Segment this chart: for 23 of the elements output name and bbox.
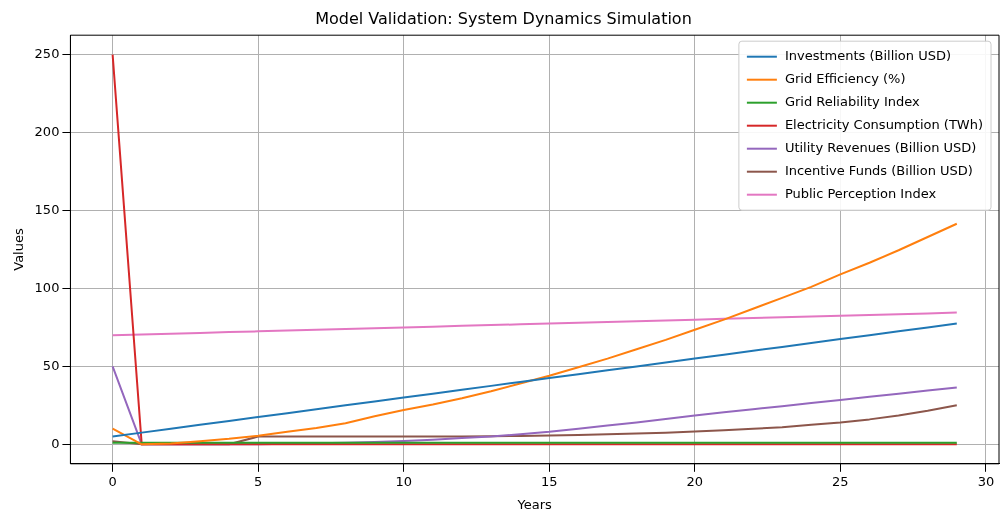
x-tick-label: 5	[254, 473, 263, 489]
y-tick-label: 250	[34, 46, 60, 62]
y-tick-label: 0	[51, 435, 60, 451]
legend-label: Grid Reliability Index	[784, 94, 921, 110]
y-tick-label: 200	[34, 123, 60, 139]
legend-label: Grid Efficiency (%)	[784, 71, 906, 87]
legend-label: Investments (Billion USD)	[784, 48, 952, 64]
x-tick-label: 10	[395, 473, 412, 489]
chart-title: Model Validation: System Dynamics Simulation	[315, 8, 692, 28]
y-axis-title: Values	[11, 228, 27, 271]
legend-label: Incentive Funds (Billion USD)	[784, 163, 973, 179]
legend-label: Public Perception Index	[784, 186, 937, 202]
legend-label: Utility Revenues (Billion USD)	[784, 140, 977, 156]
x-tick-label: 15	[540, 473, 558, 489]
y-tick-label: 100	[34, 279, 60, 295]
x-tick-label: 25	[832, 473, 849, 489]
x-tick-label: 20	[686, 473, 704, 489]
y-tick-label: 150	[34, 201, 60, 217]
x-tick-label: 30	[977, 473, 995, 489]
y-tick-label: 50	[42, 357, 60, 373]
x-axis-title: Years	[516, 496, 553, 512]
legend-label: Electricity Consumption (TWh)	[784, 117, 984, 133]
x-tick-label: 0	[108, 473, 117, 489]
